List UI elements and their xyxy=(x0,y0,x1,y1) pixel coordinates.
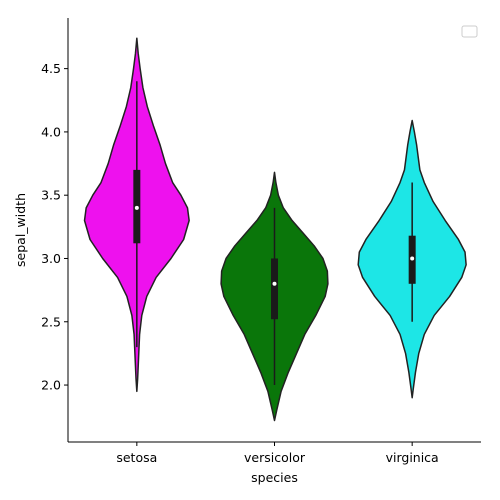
y-tick-label: 4.0 xyxy=(41,124,61,139)
median-dot-versicolor xyxy=(272,281,277,286)
median-dot-virginica xyxy=(410,256,415,261)
y-tick-label: 2.0 xyxy=(41,378,61,393)
median-dot-setosa xyxy=(134,205,139,210)
y-axis-label: sepal_width xyxy=(13,193,28,267)
boxes-group xyxy=(133,81,416,386)
y-tick-label: 3.5 xyxy=(41,188,61,203)
x-tick-label-virginica: virginica xyxy=(386,450,439,465)
legend-box xyxy=(461,25,478,38)
y-tick-label: 2.5 xyxy=(41,314,61,329)
x-axis-label: species xyxy=(251,470,298,485)
y-ticks-group: 2.0 2.5 3.0 3.5 4.0 4.5 xyxy=(41,61,68,393)
y-tick-label: 4.5 xyxy=(41,61,61,76)
violins-group xyxy=(83,37,467,422)
y-tick-label: 3.0 xyxy=(41,251,61,266)
x-tick-label-setosa: setosa xyxy=(116,450,157,465)
x-ticks-group: setosa versicolor virginica xyxy=(116,442,439,465)
x-tick-label-versicolor: versicolor xyxy=(244,450,306,465)
iqr-box-versicolor xyxy=(271,258,278,320)
